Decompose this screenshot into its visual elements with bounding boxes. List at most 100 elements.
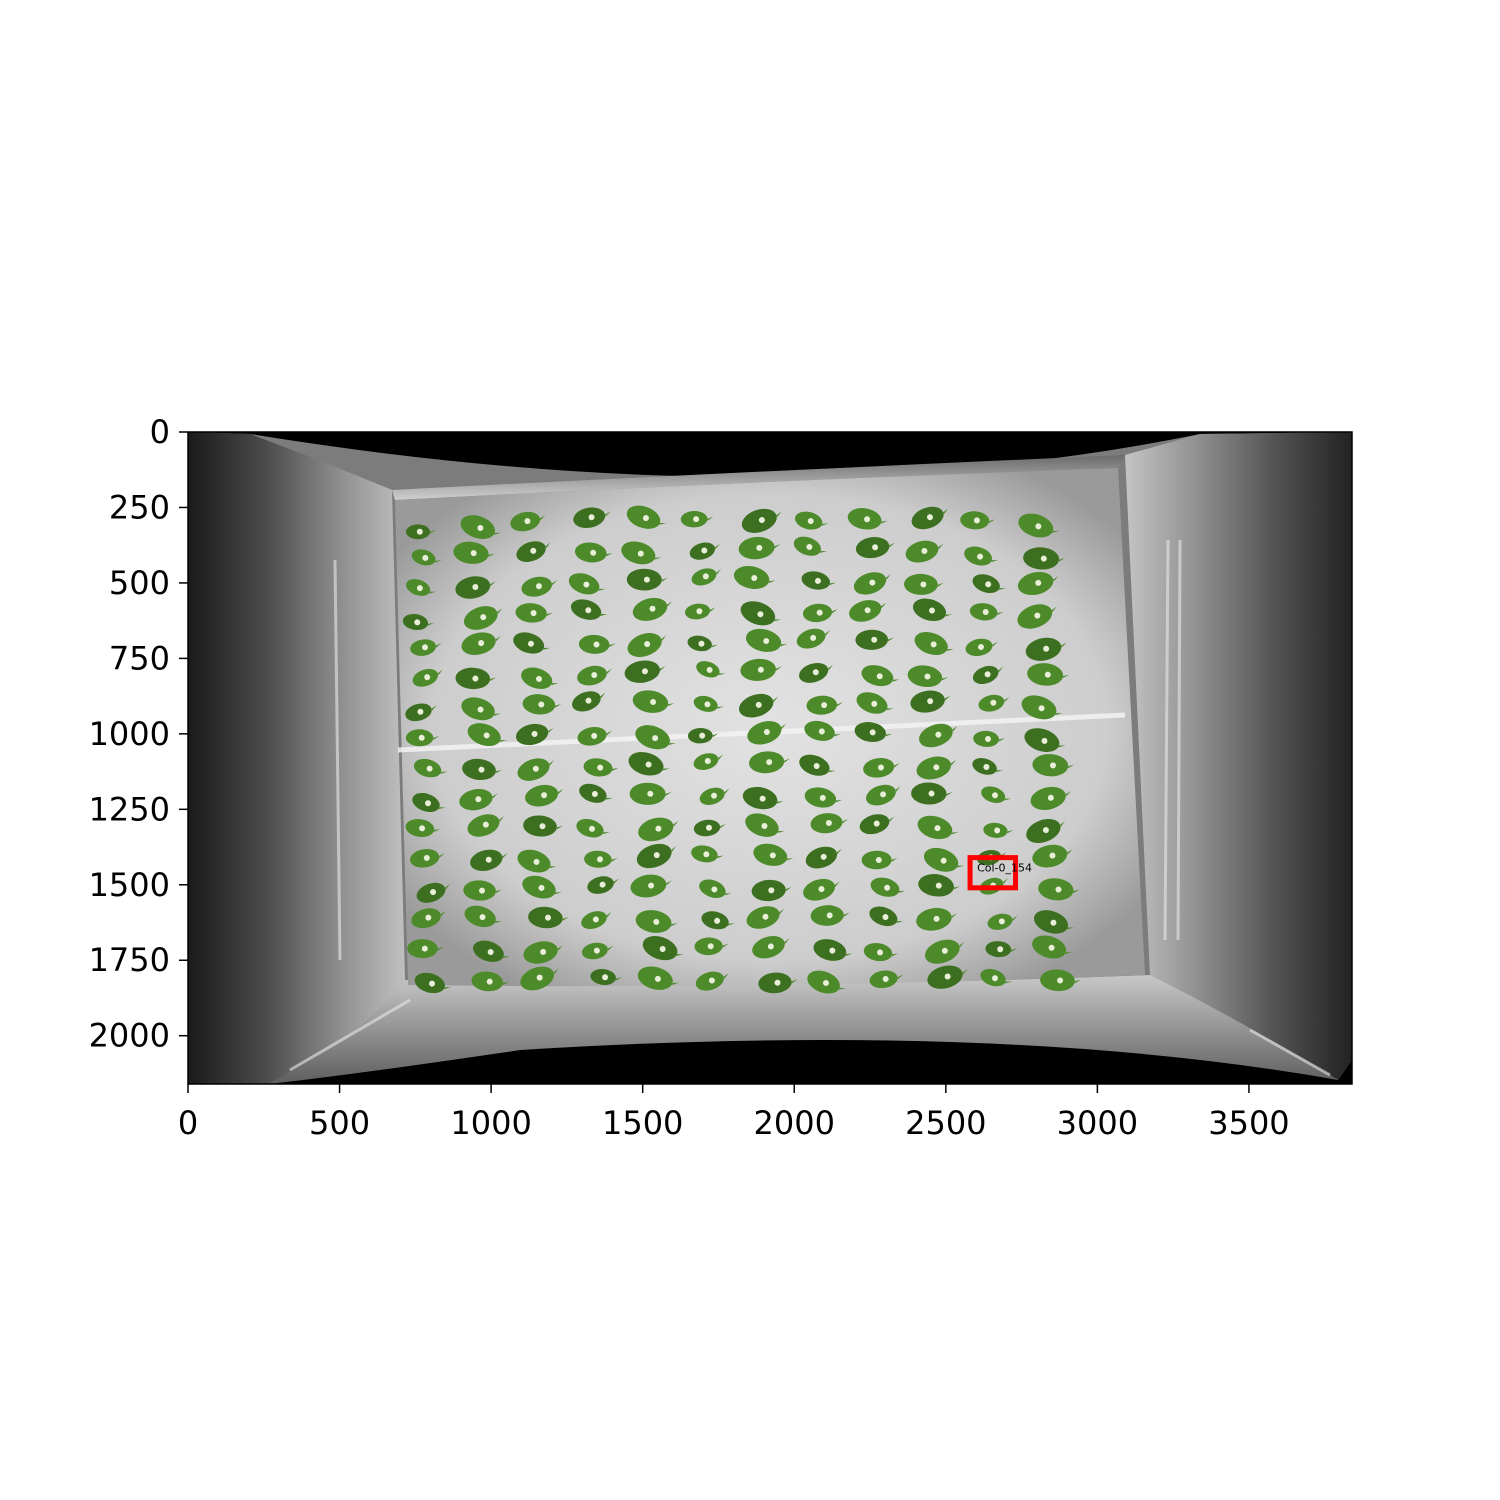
y-tick-label: 750 [109,639,170,677]
leaf-disc [636,843,677,869]
leaf-disc [905,540,944,563]
leaf-disc [411,549,442,566]
leaf-disc [573,507,611,528]
leaf-disc [680,510,714,528]
leaf-disc [861,665,900,687]
leaf-disc [855,629,894,650]
leaf-disc [455,576,496,599]
x-axis: 0 500 1000 1500 2000 2500 3000 3500 [178,1084,1290,1142]
leaf-disc [810,813,849,834]
leaf-disc [522,875,562,899]
leaf-disc [870,877,906,897]
leaf-disc [581,911,612,930]
leaf-disc [520,966,559,991]
leaf-disc [517,758,555,781]
axes-frame [187,431,1353,1085]
bottom-wall [268,975,1338,1084]
top-wall [392,455,1125,500]
leaf-disc [914,632,954,655]
leaf-disc [410,639,442,656]
leaf-disc [1040,969,1081,992]
leaf-disc [410,849,445,868]
leaf-disc [412,792,446,813]
leaf-disc [856,692,894,714]
leaf-disc [701,911,735,930]
leaf-disc [1033,910,1075,934]
leaf-disc [624,660,666,683]
leaf-disc [630,874,672,898]
leaf-disc [461,632,501,655]
leaf-disc [1017,571,1059,596]
leaf-disc [972,665,1004,685]
leaf-disc [1017,604,1057,629]
leaf-disc [695,971,729,991]
leaf-disc [849,600,887,622]
annotation-label: Col-0_154 [977,862,1032,875]
leaf-disc [693,753,724,771]
leaf-disc [972,574,1006,593]
leaf-disc [740,601,782,626]
leaf-disc [694,937,729,956]
leaf-disc [577,726,612,746]
leaf-disc [810,905,850,926]
leaf-disc [627,633,667,657]
leaf-disc [691,845,724,863]
leaf-disc [459,789,498,811]
leaf-disc [413,758,448,778]
leaf-disc [965,638,998,657]
leaf-disc [863,757,900,778]
leaf-disc [513,632,551,654]
leaf-disc [869,906,904,927]
leaf-disc [747,721,787,745]
y-tick-label: 1750 [89,941,170,979]
leaf-disc [861,850,898,870]
leaf-disc [414,972,452,994]
leaf-disc [803,878,840,901]
leaf-disc [917,815,959,840]
leaf-disc [859,814,895,835]
leaf-disc [638,817,679,842]
leaf-disc [923,847,965,872]
leaf-disc-grid [402,505,1081,994]
leaf-disc [516,541,551,562]
leaf-disc [635,910,678,933]
leaf-disc [793,536,827,556]
leaf-disc [869,970,904,989]
wall-rails [289,539,1331,1077]
leaf-disc [510,511,546,532]
leaf-disc [758,972,798,994]
annotation: Col-0_154 [967,855,1032,891]
leaf-disc [799,662,834,683]
y-tick-label: 1250 [89,790,170,828]
leaf-disc [628,752,670,776]
leaf-disc [416,882,451,903]
leaf-disc [1026,819,1066,843]
leaf-disc [693,819,726,837]
leaf-disc [853,572,891,595]
x-tick-label: 3500 [1208,1104,1289,1142]
leaf-disc [741,508,782,533]
x-tick-label: 3000 [1057,1104,1138,1142]
right-wall [1125,432,1352,1080]
x-tick-label: 2500 [905,1104,986,1142]
leaf-disc [1021,695,1063,720]
leaf-disc [699,787,730,805]
y-tick-label: 500 [109,564,170,602]
leaf-disc [574,542,613,563]
leaf-disc [807,970,846,994]
leaf-disc [745,813,785,837]
leaf-disc [752,936,790,959]
leaf-disc [911,506,949,530]
leaf-disc [473,940,510,962]
leaf-disc [1025,637,1067,661]
x-tick-label: 1000 [450,1104,531,1142]
leaf-disc [978,694,1010,712]
x-tick-label: 500 [309,1104,370,1142]
leaf-disc [972,758,1003,775]
leaf-disc [412,668,443,687]
leaf-disc [751,879,792,902]
leaf-disc [916,907,958,931]
leaf-disc [927,965,968,989]
leaf-disc [581,942,614,960]
